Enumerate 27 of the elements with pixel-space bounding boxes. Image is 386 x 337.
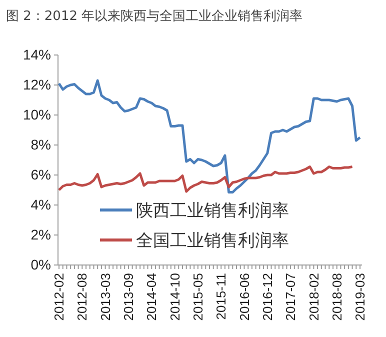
x-tick-label: 2016-12 bbox=[260, 273, 275, 321]
x-tick-label: 2017-07 bbox=[283, 273, 298, 321]
x-tick-label: 2015-11 bbox=[214, 273, 229, 320]
x-tick-label: 2015-05 bbox=[190, 273, 206, 321]
x-tick-label: 2014-04 bbox=[144, 273, 160, 321]
y-tick-label: 12% bbox=[22, 76, 51, 92]
y-tick-label: 14% bbox=[22, 46, 51, 62]
x-tick-label: 2012-02 bbox=[52, 273, 67, 321]
y-tick-label: 4% bbox=[30, 196, 51, 212]
line-series bbox=[58, 166, 354, 193]
x-tick-label: 2019-03 bbox=[352, 273, 368, 321]
y-tick-label: 0% bbox=[30, 256, 51, 272]
y-tick-label: 6% bbox=[30, 166, 51, 182]
x-tick-label: 2012-08 bbox=[74, 273, 90, 321]
x-tick-label: 2018-02 bbox=[306, 273, 322, 321]
x-tick-label: 2014-10 bbox=[167, 273, 182, 321]
y-tick-label: 10% bbox=[22, 106, 51, 122]
x-tick-label: 2013-09 bbox=[121, 273, 136, 321]
chart-title: 图 2：2012 年以来陕西与全国工业企业销售利润率 bbox=[6, 8, 303, 24]
x-tick-label: 2013-03 bbox=[98, 273, 113, 321]
x-tick-label: 2016-06 bbox=[236, 273, 252, 321]
legend-label: 全国工业销售利润率 bbox=[136, 231, 289, 251]
legend-label: 陕西工业销售利润率 bbox=[136, 201, 289, 221]
y-tick-label: 8% bbox=[30, 136, 51, 152]
y-tick-label: 2% bbox=[30, 226, 51, 242]
x-tick-label: 2018-08 bbox=[329, 273, 344, 321]
line-series bbox=[58, 79, 362, 194]
